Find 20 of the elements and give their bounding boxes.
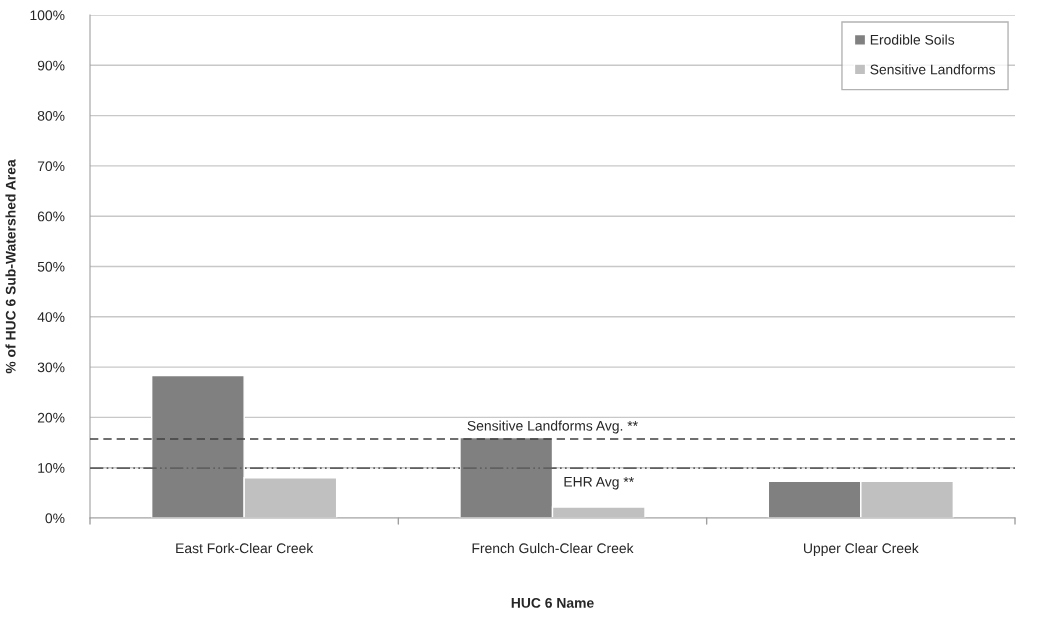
y-tick-label: 30% <box>37 362 65 373</box>
legend-label: Erodible Soils <box>870 34 955 45</box>
y-tick-label: 20% <box>37 412 65 423</box>
ref-line-label: EHR Avg ** <box>564 477 634 490</box>
y-axis-title: % of HUC 6 Sub-Watershed Area <box>5 159 16 374</box>
x-tick-label: French Gulch-Clear Creek <box>472 543 634 554</box>
x-tick-label: Upper Clear Creek <box>804 543 919 556</box>
y-tick-label: 80% <box>37 110 65 121</box>
y-tick-label: 0% <box>45 513 65 524</box>
y-tick-label: 100% <box>30 10 65 21</box>
y-tick-label: 40% <box>37 312 65 322</box>
y-tick-label: 60% <box>37 211 65 222</box>
x-axis-title: HUC 6 Name <box>511 597 594 608</box>
y-tick-label: 50% <box>37 261 65 272</box>
y-tick-label: 10% <box>38 463 65 473</box>
ref-line-label: Sensitive Landforms Avg. ** <box>467 420 638 434</box>
legend-label: Sensitive Landforms <box>870 64 996 75</box>
y-tick-label: 90% <box>37 60 65 71</box>
x-tick-label: East Fork-Clear Creek <box>176 543 314 554</box>
y-tick-label: 70% <box>37 161 65 172</box>
